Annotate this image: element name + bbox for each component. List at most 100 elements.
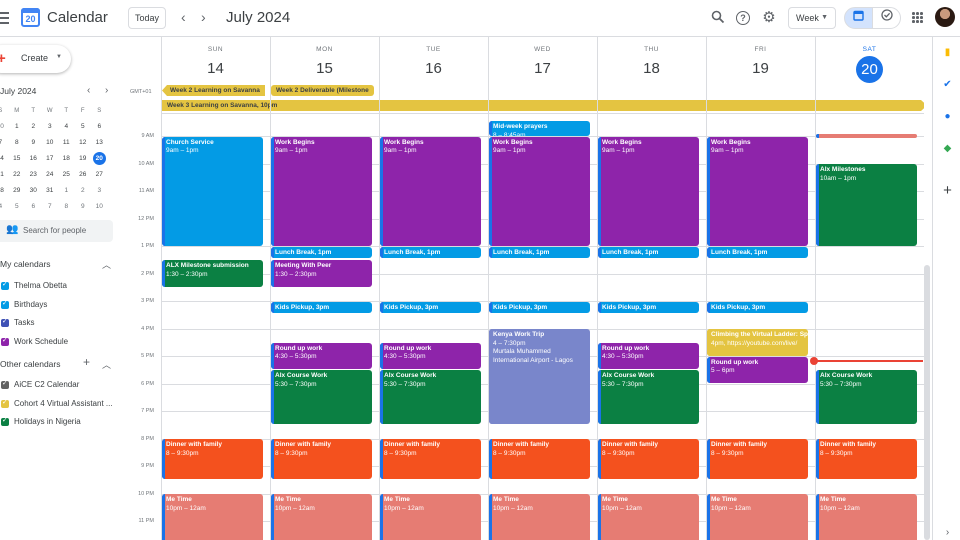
calendar-event[interactable]: Lunch Break, 1pm — [489, 246, 590, 258]
mini-day[interactable]: 6 — [25, 199, 42, 215]
checkbox-icon[interactable] — [1, 398, 9, 408]
mini-day[interactable]: 2 — [25, 119, 42, 135]
settings-icon[interactable]: ⚙ — [762, 9, 776, 26]
search-icon[interactable] — [710, 10, 726, 26]
calendar-event[interactable]: Lunch Break, 1pm — [707, 246, 808, 258]
calendar-event[interactable]: Kids Pickup, 3pm — [380, 301, 481, 313]
day-number[interactable]: 18 — [597, 56, 706, 82]
mini-day[interactable]: 16 — [25, 151, 42, 167]
mini-day[interactable]: 24 — [42, 167, 59, 183]
mini-day[interactable]: 10 — [42, 135, 59, 151]
mini-day[interactable]: 1 — [58, 183, 75, 199]
avatar[interactable] — [935, 7, 955, 27]
calendar-event[interactable]: Work Begins 9am – 1pm — [598, 136, 699, 246]
calendar-event[interactable]: Me Time 10pm – 12am — [162, 494, 263, 540]
mini-day[interactable]: 13 — [91, 135, 108, 151]
mini-day[interactable]: 5 — [9, 199, 26, 215]
next-week-icon[interactable]: › — [201, 9, 206, 25]
mini-day[interactable]: 4 — [0, 199, 9, 215]
mini-day[interactable]: 30 — [0, 119, 9, 135]
mini-day[interactable]: 2 — [75, 183, 92, 199]
mini-day[interactable]: 11 — [58, 135, 75, 151]
mini-day[interactable]: 27 — [91, 167, 108, 183]
calendar-event[interactable]: Climbing the Virtual Ladder: Sp 4pm, http… — [707, 329, 808, 356]
my-calendars-title[interactable]: My calendars — [0, 259, 51, 269]
all-day-event[interactable]: Week 2 Deliverable (Milestone — [271, 85, 374, 96]
mini-day[interactable]: 8 — [58, 199, 75, 215]
add-calendar-icon[interactable]: + — [83, 355, 91, 369]
calendar-event[interactable]: Me Time 10pm – 12am — [816, 494, 917, 540]
calendar-event[interactable]: Kids Pickup, 3pm — [271, 301, 372, 313]
mini-day[interactable]: 8 — [9, 135, 26, 151]
calendar-event[interactable]: Kids Pickup, 3pm — [489, 301, 590, 313]
apps-icon[interactable] — [912, 12, 923, 23]
chevron-right-icon[interactable]: › — [945, 527, 950, 538]
calendar-event[interactable]: Lunch Break, 1pm — [271, 246, 372, 258]
calendar-event[interactable]: Alx Course Work 5:30 – 7:30pm — [271, 370, 372, 425]
mini-day[interactable]: 9 — [75, 199, 92, 215]
day-number[interactable]: 19 — [706, 56, 815, 82]
mini-day[interactable]: 25 — [58, 167, 75, 183]
calendar-event[interactable]: Alx Milestones 10am – 1pm — [816, 164, 917, 246]
mini-day[interactable]: 19 — [75, 151, 92, 167]
calendar-event[interactable] — [816, 133, 917, 138]
help-icon[interactable]: ? — [736, 11, 750, 25]
calendar-event[interactable]: Lunch Break, 1pm — [598, 246, 699, 258]
mini-day[interactable]: 20 — [91, 151, 108, 167]
calendar-event[interactable]: Alx Course Work 5:30 – 7:30pm — [380, 370, 481, 425]
mini-day[interactable]: 30 — [25, 183, 42, 199]
calendar-event[interactable]: Round up work 4:30 – 5:30pm — [380, 342, 481, 370]
mini-day[interactable]: 3 — [42, 119, 59, 135]
calendar-event[interactable]: Work Begins 9am – 1pm — [707, 136, 808, 246]
all-day-event[interactable]: Week 2 Learning on Savanna — [162, 85, 265, 96]
tasks-icon[interactable]: ✔ — [943, 79, 952, 90]
day-number[interactable]: 16 — [379, 56, 488, 82]
mini-day[interactable]: 1 — [9, 119, 26, 135]
checkbox-icon[interactable] — [1, 299, 9, 309]
mini-day[interactable]: 23 — [25, 167, 42, 183]
mini-day[interactable]: 14 — [0, 151, 9, 167]
calendar-event[interactable]: Dinner with family 8 – 9:30pm — [271, 439, 372, 480]
mini-prev-icon[interactable]: ‹ — [87, 85, 91, 96]
calendar-event[interactable]: Alx Course Work 5:30 – 7:30pm — [598, 370, 699, 425]
mini-day[interactable]: 21 — [0, 167, 9, 183]
calendar-event[interactable]: Alx Course Work 5:30 – 7:30pm — [816, 370, 917, 425]
mini-day[interactable]: 29 — [9, 183, 26, 199]
mini-day[interactable]: 18 — [58, 151, 75, 167]
calendar-event[interactable]: Church Service 9am – 1pm — [162, 136, 263, 246]
calendar-event[interactable]: Round up work 5 – 6pm — [707, 356, 808, 383]
calendar-event[interactable]: Round up work 4:30 – 5:30pm — [598, 342, 699, 370]
calendar-event[interactable]: Dinner with family 8 – 9:30pm — [816, 439, 917, 480]
mini-day[interactable]: 7 — [0, 135, 9, 151]
calendar-event[interactable]: Me Time 10pm – 12am — [489, 494, 590, 540]
checkbox-icon[interactable] — [1, 336, 9, 346]
mini-day[interactable]: 12 — [75, 135, 92, 151]
create-button[interactable]: + Create ▼ — [0, 45, 71, 73]
menu-icon[interactable] — [0, 12, 9, 24]
calendar-event[interactable]: Kenya Work Trip 4 – 7:30pm Murtala Muhamme… — [489, 329, 590, 425]
scrollbar[interactable] — [924, 265, 930, 540]
day-header[interactable]: TUE 16 — [379, 46, 488, 82]
previous-week-icon[interactable]: ‹ — [181, 9, 186, 25]
mini-day[interactable]: 5 — [75, 119, 92, 135]
contacts-icon[interactable]: ● — [944, 111, 951, 122]
day-header[interactable]: THU 18 — [597, 46, 706, 82]
mini-day[interactable]: 7 — [42, 199, 59, 215]
calendar-event[interactable]: Me Time 10pm – 12am — [380, 494, 481, 540]
checkbox-icon[interactable] — [1, 280, 9, 290]
day-number[interactable]: 20 — [815, 56, 924, 83]
calendar-event[interactable]: Lunch Break, 1pm — [380, 246, 481, 258]
other-calendars-title[interactable]: Other calendars — [0, 359, 61, 369]
tasks-view-icon[interactable] — [872, 7, 901, 29]
app-title[interactable]: Calendar — [47, 9, 108, 26]
mini-next-icon[interactable]: › — [105, 85, 109, 96]
calendar-event[interactable]: Work Begins 9am – 1pm — [271, 136, 372, 246]
mini-day[interactable]: 3 — [91, 183, 108, 199]
mini-day[interactable]: 31 — [42, 183, 59, 199]
calendar-event[interactable]: Meeting With Peer 1:30 – 2:30pm — [271, 260, 372, 287]
maps-icon[interactable]: ◆ — [943, 143, 952, 154]
mini-day[interactable]: 17 — [42, 151, 59, 167]
add-addon-icon[interactable]: + — [943, 182, 952, 199]
calendar-event[interactable]: Me Time 10pm – 12am — [598, 494, 699, 540]
checkbox-icon[interactable] — [1, 317, 9, 327]
